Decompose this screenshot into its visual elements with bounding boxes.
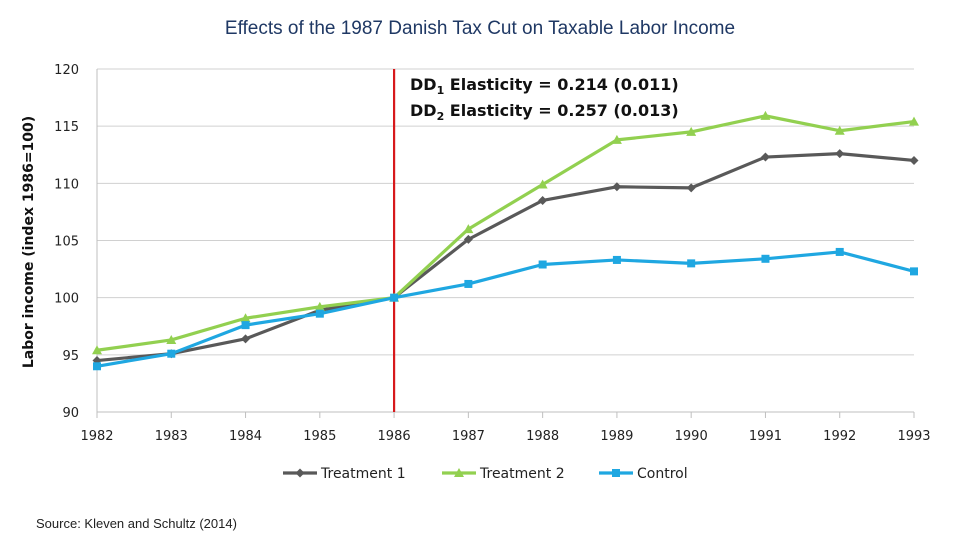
data-point [910, 267, 918, 276]
data-point [454, 468, 464, 477]
legend-item: Treatment 2 [442, 466, 565, 482]
gridlines [96, 68, 914, 413]
source-note: Source: Kleven and Schultz (2014) [36, 516, 237, 531]
data-point [167, 349, 176, 358]
legend-item: Treatment 1 [283, 466, 406, 482]
data-point [390, 293, 399, 302]
x-tick-label: 1983 [155, 429, 188, 444]
x-tick-label: 1990 [675, 429, 708, 444]
data-point [612, 255, 621, 264]
data-point [760, 152, 770, 162]
x-tick-label: 1984 [229, 429, 262, 444]
annotation-line-1: DD1 Elasticity = 0.214 (0.011) [410, 75, 679, 97]
data-point [295, 468, 305, 478]
data-point [909, 155, 919, 165]
x-tick-label: 1988 [526, 429, 559, 444]
x-tick-label: 1986 [378, 429, 411, 444]
data-point [537, 179, 548, 189]
series-lines [92, 110, 919, 371]
series-line [96, 250, 915, 368]
slide-title: Effects of the 1987 Danish Tax Cut on Ta… [224, 18, 736, 39]
y-tick-label: 105 [54, 235, 79, 250]
x-tick-label: 1992 [823, 429, 856, 444]
x-axis-ticks: 1982 1983 1984 1985 1986 1987 1988 1989 1990 1991… [80, 412, 931, 444]
data-point [315, 309, 324, 318]
series-control [93, 247, 918, 371]
data-point [687, 259, 696, 268]
data-point [612, 469, 620, 477]
y-axis-label: Labor income (index 1986=100) [21, 116, 37, 368]
data-point [834, 125, 845, 135]
legend-item: Control [599, 466, 688, 482]
data-point [611, 134, 622, 144]
annotation-line-2: DD2 Elasticity = 0.257 (0.013) [410, 101, 679, 123]
data-point [166, 334, 177, 344]
data-point [314, 301, 325, 311]
data-point [761, 254, 770, 263]
data-point [538, 260, 547, 269]
data-point [760, 110, 771, 120]
y-tick-label: 95 [62, 349, 79, 364]
series-treatment-2 [92, 110, 919, 355]
x-tick-label: 1989 [600, 429, 633, 444]
y-tick-label: 90 [62, 406, 79, 421]
series-line [96, 152, 915, 363]
legend-label: Treatment 1 [320, 466, 406, 482]
legend-label: Treatment 2 [479, 466, 565, 482]
x-tick-label: 1991 [749, 429, 782, 444]
x-tick-label: 1982 [80, 429, 113, 444]
y-tick-label: 120 [54, 63, 79, 78]
y-tick-label: 100 [54, 292, 79, 307]
y-tick-label: 110 [54, 177, 79, 192]
y-tick-label: 115 [54, 120, 79, 135]
data-point [241, 334, 251, 344]
legend: Treatment 1 Treatment 2 Control [283, 466, 688, 482]
data-point [92, 345, 102, 355]
x-tick-label: 1985 [303, 429, 336, 444]
legend-label: Control [637, 466, 688, 482]
data-point [909, 116, 919, 126]
data-point [463, 234, 473, 244]
data-point [835, 149, 845, 159]
data-point [686, 126, 697, 136]
series-line [96, 114, 915, 352]
data-point [464, 279, 473, 288]
data-point [240, 313, 251, 323]
data-point [93, 362, 101, 371]
data-point [241, 321, 250, 330]
data-point [463, 224, 474, 234]
elasticity-annotation: DD1 Elasticity = 0.214 (0.011) DD2 Elasti… [410, 75, 679, 123]
data-point [835, 247, 844, 256]
data-point [686, 183, 696, 193]
data-point [612, 182, 622, 192]
x-tick-label: 1987 [452, 429, 485, 444]
x-tick-label: 1993 [897, 429, 930, 444]
y-axis-ticks: 90 95 100 105 110 115 120 [54, 63, 79, 421]
data-point [538, 195, 548, 205]
